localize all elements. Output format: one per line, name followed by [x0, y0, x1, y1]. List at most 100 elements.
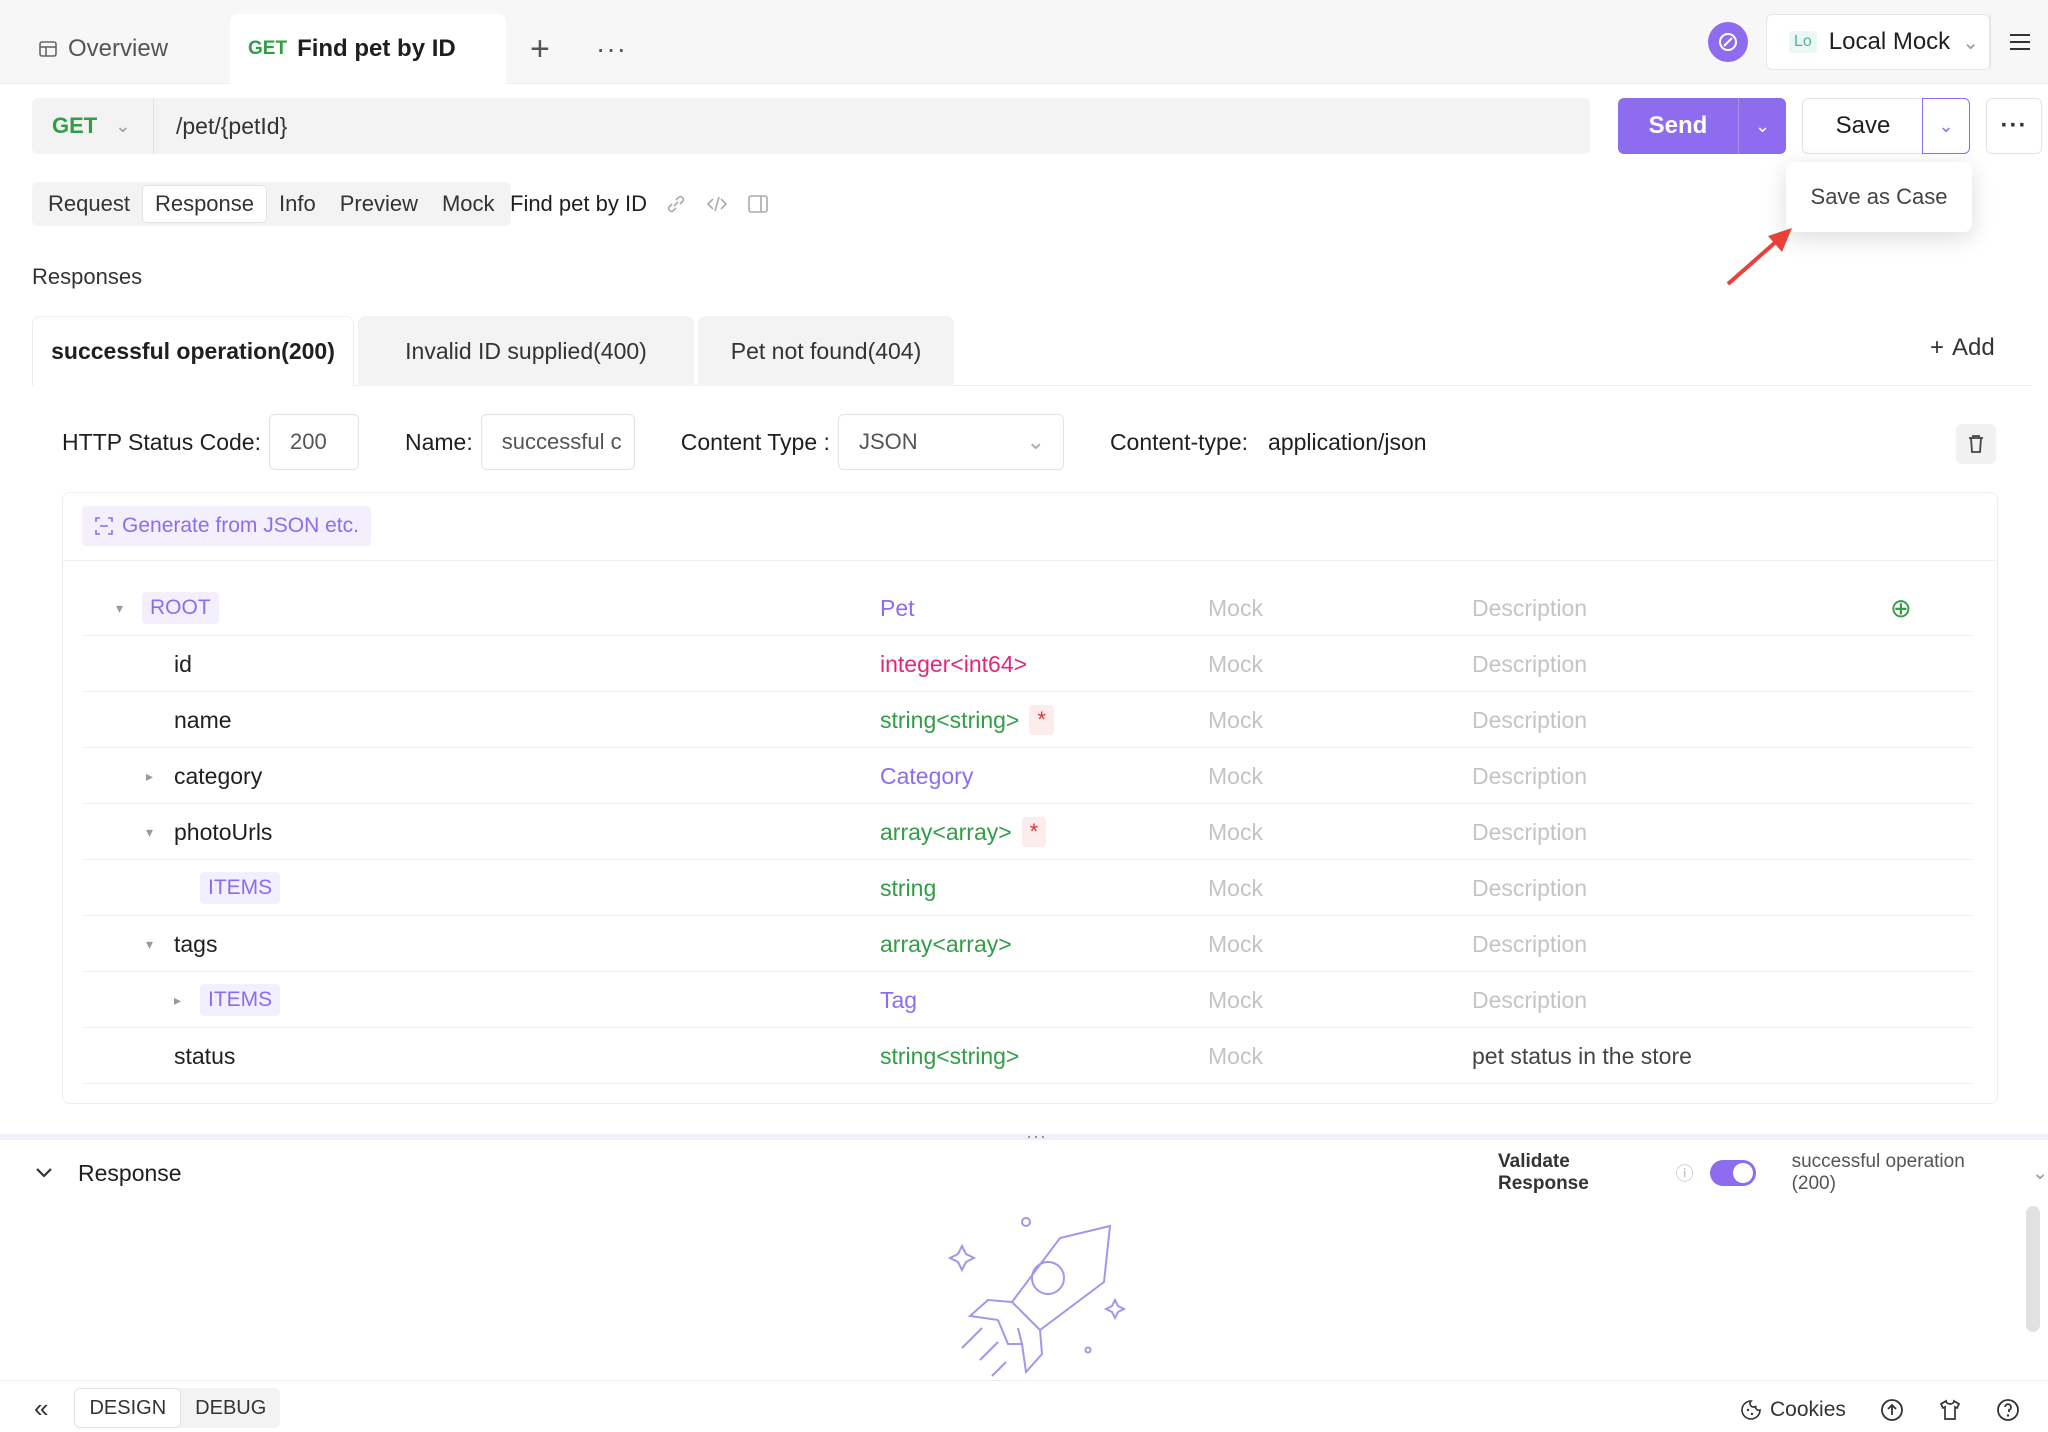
schema-row[interactable]: ITEMS string Mock Description: [82, 860, 1974, 916]
field-type[interactable]: string: [880, 874, 937, 901]
cookies-button[interactable]: Cookies: [1740, 1398, 1846, 1422]
debug-mode-button[interactable]: DEBUG: [195, 1396, 267, 1419]
field-description[interactable]: Description: [1472, 594, 1588, 621]
field-type[interactable]: string<string>: [880, 706, 1020, 733]
name-label: Name:: [405, 428, 473, 455]
schema-row[interactable]: ▾ ROOT Pet Mock Description ⊕: [82, 580, 1974, 636]
schema-row[interactable]: name string<string> * Mock Description: [82, 692, 1974, 748]
response-fields: HTTP Status Code: 200 Name: successful c…: [62, 414, 1427, 470]
schema-row[interactable]: ▾ tags array<array> Mock Description: [82, 916, 1974, 972]
save-dropdown-button[interactable]: ⌄: [1922, 98, 1970, 154]
save-button[interactable]: Save: [1802, 98, 1924, 154]
save-as-case-item[interactable]: Save as Case: [1810, 184, 1948, 209]
response-tab-404[interactable]: Pet not found(404): [698, 316, 954, 386]
add-field-icon[interactable]: ⊕: [1890, 592, 1912, 623]
sync-button[interactable]: [1708, 22, 1748, 62]
field-type[interactable]: Tag: [880, 986, 918, 1013]
caret-down-icon[interactable]: ▾: [116, 599, 124, 616]
content-type-value: JSON: [858, 429, 918, 454]
tab-info[interactable]: Info: [279, 191, 316, 216]
status-code-input[interactable]: 200: [269, 414, 359, 470]
field-mock[interactable]: Mock: [1208, 930, 1263, 957]
link-icon[interactable]: [665, 193, 687, 215]
collapse-sidebar-icon[interactable]: «: [34, 1392, 49, 1423]
field-mock[interactable]: Mock: [1208, 818, 1263, 845]
validate-response-select[interactable]: successful operation (200): [1791, 1151, 1965, 1194]
field-mock[interactable]: Mock: [1208, 650, 1263, 677]
schema-row[interactable]: status string<string> Mock pet status in…: [82, 1028, 1974, 1084]
shirt-icon[interactable]: [1938, 1398, 1962, 1422]
panel-icon[interactable]: [747, 193, 769, 215]
method-select[interactable]: GET ⌄: [32, 98, 154, 154]
field-description[interactable]: pet status in the store: [1472, 1042, 1692, 1069]
field-description[interactable]: Description: [1472, 986, 1588, 1013]
field-mock[interactable]: Mock: [1208, 1042, 1263, 1069]
schema-row[interactable]: ▸ category Category Mock Description: [82, 748, 1974, 804]
field-mock[interactable]: Mock: [1208, 706, 1263, 733]
name-input[interactable]: successful c: [480, 414, 635, 470]
caret-right-icon[interactable]: ▸: [146, 767, 154, 784]
generate-from-json-button[interactable]: Generate from JSON etc.: [82, 506, 371, 546]
field-type[interactable]: integer<int64>: [880, 650, 1028, 677]
upload-icon[interactable]: [1880, 1398, 1904, 1422]
content-type-select[interactable]: JSON ⌄: [837, 414, 1064, 470]
field-description[interactable]: Description: [1472, 930, 1588, 957]
scrollbar[interactable]: [2026, 1206, 2040, 1332]
tab-request[interactable]: Request: [48, 191, 130, 216]
new-tab-button[interactable]: +: [530, 14, 550, 84]
add-response-button[interactable]: + Add: [1930, 334, 1995, 362]
tab-find-pet-label: Find pet by ID: [297, 35, 456, 62]
chevron-down-icon[interactable]: [34, 1166, 54, 1180]
field-description[interactable]: Description: [1472, 762, 1588, 789]
field-type[interactable]: string<string>: [880, 1042, 1020, 1069]
caret-right-icon[interactable]: ▸: [174, 991, 182, 1008]
mode-switch: DESIGN DEBUG: [74, 1388, 281, 1428]
environment-selector[interactable]: Lo Local Mock ⌄: [1766, 14, 1990, 70]
chevron-down-icon[interactable]: ⌄: [2032, 1162, 2048, 1184]
field-type[interactable]: Pet: [880, 594, 915, 621]
design-mode-button[interactable]: DESIGN: [74, 1388, 182, 1428]
tab-more-button[interactable]: ···: [596, 14, 627, 84]
delete-response-button[interactable]: [1956, 424, 1996, 464]
field-type[interactable]: Category: [880, 762, 974, 789]
response-tab-400[interactable]: Invalid ID supplied(400): [358, 316, 694, 386]
tab-find-pet[interactable]: GET Find pet by ID: [230, 14, 506, 84]
field-description[interactable]: Description: [1472, 706, 1588, 733]
hamburger-menu-button[interactable]: [1990, 14, 2048, 70]
caret-down-icon[interactable]: ▾: [146, 823, 154, 840]
field-mock[interactable]: Mock: [1208, 594, 1263, 621]
code-icon[interactable]: [705, 193, 729, 215]
schema-row[interactable]: id integer<int64> Mock Description: [82, 636, 1974, 692]
field-description[interactable]: Description: [1472, 650, 1588, 677]
field-mock[interactable]: Mock: [1208, 874, 1263, 901]
tab-response[interactable]: Response: [141, 185, 268, 223]
tab-overview[interactable]: Overview: [38, 14, 168, 84]
required-marker[interactable]: *: [1021, 817, 1047, 847]
field-type[interactable]: array<array>: [880, 930, 1012, 957]
field-description[interactable]: Description: [1472, 874, 1588, 901]
response-tab-200[interactable]: successful operation(200): [32, 316, 354, 386]
scan-icon: [95, 517, 113, 535]
panel-splitter[interactable]: [0, 1134, 2048, 1140]
schema-row[interactable]: ▸ ITEMS Tag Mock Description: [82, 972, 1974, 1028]
url-input[interactable]: /pet/{petId}: [176, 112, 288, 139]
send-dropdown-button[interactable]: ⌄: [1738, 98, 1786, 154]
caret-down-icon[interactable]: ▾: [146, 935, 154, 952]
schema-row[interactable]: ▾ photoUrls array<array> * Mock Descript…: [82, 804, 1974, 860]
send-button[interactable]: Send: [1618, 98, 1738, 154]
help-icon[interactable]: [1996, 1398, 2020, 1422]
field-description[interactable]: Description: [1472, 818, 1588, 845]
drag-handle-icon[interactable]: ···: [1026, 1126, 1047, 1146]
field-mock[interactable]: Mock: [1208, 986, 1263, 1013]
field-type[interactable]: array<array>: [880, 818, 1012, 845]
required-marker[interactable]: *: [1029, 705, 1054, 735]
field-mock[interactable]: Mock: [1208, 762, 1263, 789]
footer-left: « DESIGN DEBUG: [34, 1388, 281, 1428]
validate-toggle[interactable]: [1709, 1160, 1756, 1186]
response-panel-header[interactable]: Response: [34, 1152, 182, 1194]
help-icon[interactable]: ⓘ: [1675, 1164, 1694, 1184]
sub-tabs: Request Response Info Preview Mock: [32, 182, 511, 226]
more-actions-button[interactable]: ···: [1986, 98, 2042, 154]
tab-mock[interactable]: Mock: [441, 191, 495, 216]
tab-preview[interactable]: Preview: [339, 191, 418, 216]
